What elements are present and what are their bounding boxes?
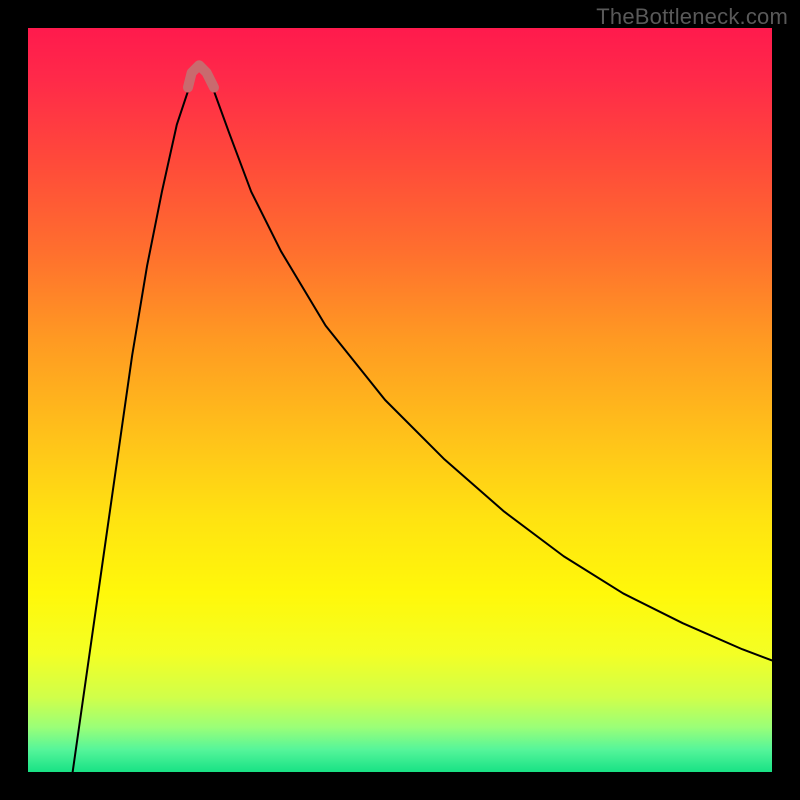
chart-frame: TheBottleneck.com [0, 0, 800, 800]
watermark-text: TheBottleneck.com [596, 4, 788, 30]
curve-left-branch [73, 91, 188, 772]
bottleneck-curve [28, 28, 772, 772]
curve-right-branch [214, 91, 772, 660]
minimum-marker [188, 65, 214, 87]
plot-area [28, 28, 772, 772]
